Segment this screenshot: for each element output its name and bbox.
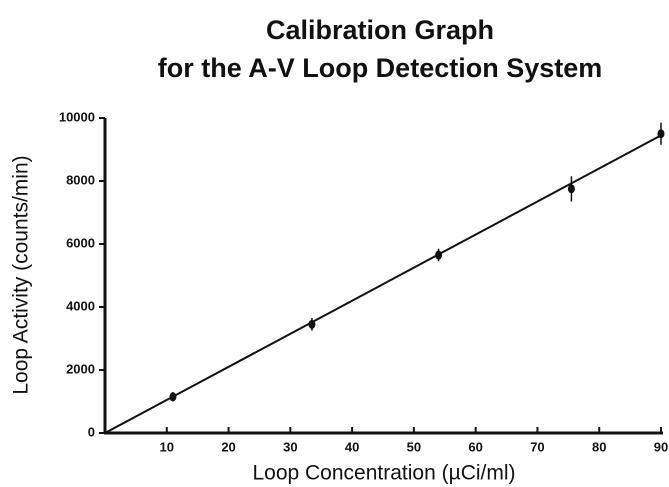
y-tick-label: 4000 (66, 298, 95, 313)
point (308, 319, 316, 329)
x-axis-label: Loop Concentration (µCi/ml) (252, 462, 515, 485)
x-tick-label: 30 (283, 439, 297, 454)
fit-line (104, 134, 662, 434)
x-tick-label: 50 (407, 439, 421, 454)
y-axis-label: Loop Activity (counts/min) (10, 155, 33, 394)
x-tick-label: 10 (160, 439, 174, 454)
x-tick-label: 40 (345, 439, 359, 454)
chart-title: Calibration Graph (266, 15, 494, 45)
y-tick-label: 8000 (66, 172, 95, 187)
x-tick-label: 70 (530, 439, 544, 454)
point (567, 184, 575, 194)
y-tick-label: 10000 (59, 109, 95, 124)
chart-title: for the A-V Loop Detection System (158, 53, 603, 83)
point (657, 129, 665, 139)
y-tick-label: 0 (88, 424, 95, 439)
point (169, 392, 177, 402)
point (435, 250, 443, 260)
y-tick-label: 2000 (66, 361, 95, 376)
x-tick-label: 60 (468, 439, 482, 454)
x-tick-label: 80 (592, 439, 606, 454)
x-tick-label: 90 (654, 439, 668, 454)
x-tick-label: 20 (221, 439, 235, 454)
y-tick-label: 6000 (66, 235, 95, 250)
